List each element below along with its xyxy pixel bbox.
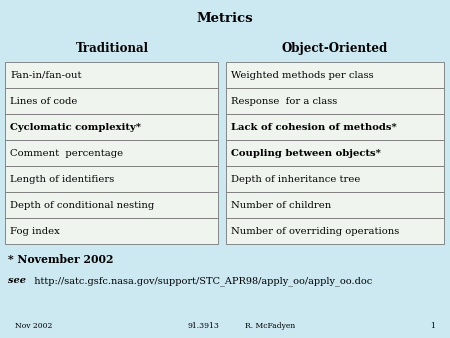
Bar	[5, 192, 218, 218]
Bar	[226, 218, 444, 244]
Text: Depth of conditional nesting: Depth of conditional nesting	[10, 200, 154, 210]
Text: Depth of inheritance tree: Depth of inheritance tree	[231, 174, 360, 184]
Bar	[5, 114, 218, 140]
Bar	[226, 88, 444, 114]
Text: Weighted methods per class: Weighted methods per class	[231, 71, 374, 79]
Text: Number of overriding operations: Number of overriding operations	[231, 226, 399, 236]
Text: Comment  percentage: Comment percentage	[10, 148, 123, 158]
Text: 91.3913: 91.3913	[188, 322, 220, 330]
Bar	[226, 192, 444, 218]
Bar	[5, 140, 218, 166]
Text: R. McFadyen: R. McFadyen	[245, 322, 295, 330]
Bar	[226, 140, 444, 166]
Text: * November 2002: * November 2002	[8, 254, 113, 265]
Bar	[5, 88, 218, 114]
Bar	[226, 114, 444, 140]
Text: Lines of code: Lines of code	[10, 97, 77, 105]
Bar	[226, 166, 444, 192]
Bar	[5, 62, 218, 88]
Bar	[5, 166, 218, 192]
Text: Nov 2002: Nov 2002	[15, 322, 52, 330]
Text: Lack of cohesion of methods*: Lack of cohesion of methods*	[231, 122, 397, 131]
Text: Object-Oriented: Object-Oriented	[282, 42, 388, 55]
Text: Metrics: Metrics	[197, 12, 253, 25]
Text: Number of children: Number of children	[231, 200, 331, 210]
Text: http://satc.gsfc.nasa.gov/support/STC_APR98/apply_oo/apply_oo.doc: http://satc.gsfc.nasa.gov/support/STC_AP…	[28, 276, 372, 286]
Text: Length of identifiers: Length of identifiers	[10, 174, 114, 184]
Text: see: see	[8, 276, 26, 285]
Text: Fan-in/fan-out: Fan-in/fan-out	[10, 71, 81, 79]
Text: Fog index: Fog index	[10, 226, 60, 236]
Text: Coupling between objects*: Coupling between objects*	[231, 148, 381, 158]
Bar	[226, 62, 444, 88]
Bar	[5, 218, 218, 244]
Text: 1: 1	[430, 322, 435, 330]
Text: Traditional: Traditional	[76, 42, 148, 55]
Text: Cyclomatic complexity*: Cyclomatic complexity*	[10, 122, 141, 131]
Text: Response  for a class: Response for a class	[231, 97, 337, 105]
